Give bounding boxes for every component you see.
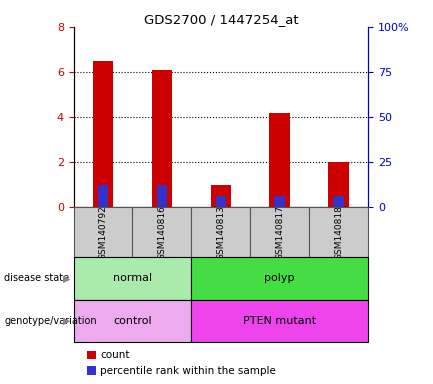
Text: GSM140818: GSM140818 xyxy=(334,205,343,260)
Bar xyxy=(191,300,368,342)
Text: ▶: ▶ xyxy=(63,316,71,326)
Text: GSM140792: GSM140792 xyxy=(99,205,107,260)
Text: count: count xyxy=(100,350,130,360)
Text: normal: normal xyxy=(113,273,152,283)
Bar xyxy=(152,70,172,207)
Bar xyxy=(269,113,290,207)
Text: GSM140816: GSM140816 xyxy=(158,205,166,260)
Bar xyxy=(210,185,231,207)
Bar xyxy=(216,196,226,207)
Text: disease state: disease state xyxy=(4,273,69,283)
Text: PTEN mutant: PTEN mutant xyxy=(243,316,316,326)
Text: control: control xyxy=(113,316,152,326)
Bar xyxy=(191,257,368,300)
Text: ▶: ▶ xyxy=(63,273,71,283)
Text: percentile rank within the sample: percentile rank within the sample xyxy=(100,366,276,376)
Bar xyxy=(132,207,191,257)
Bar xyxy=(309,207,368,257)
Bar xyxy=(333,196,344,207)
Text: polyp: polyp xyxy=(265,273,295,283)
Bar xyxy=(74,257,191,300)
Bar xyxy=(328,162,349,207)
Bar xyxy=(275,196,285,207)
Bar xyxy=(98,185,108,207)
Text: GSM140813: GSM140813 xyxy=(216,205,225,260)
Text: GSM140817: GSM140817 xyxy=(275,205,284,260)
Title: GDS2700 / 1447254_at: GDS2700 / 1447254_at xyxy=(143,13,298,26)
Bar xyxy=(74,207,132,257)
Bar xyxy=(74,300,191,342)
Bar xyxy=(250,207,309,257)
Bar xyxy=(93,61,113,207)
Text: genotype/variation: genotype/variation xyxy=(4,316,97,326)
Bar xyxy=(191,207,250,257)
Bar xyxy=(157,185,167,207)
